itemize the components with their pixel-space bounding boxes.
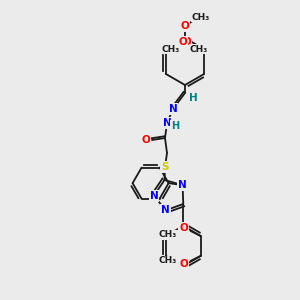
Text: O: O <box>178 37 187 47</box>
Text: CH₃: CH₃ <box>158 230 177 239</box>
Text: N: N <box>178 180 187 190</box>
Text: O: O <box>179 223 188 233</box>
Text: CH₃: CH₃ <box>158 256 177 266</box>
Text: N: N <box>161 206 170 215</box>
Text: O: O <box>183 37 191 47</box>
Text: CH₃: CH₃ <box>192 13 210 22</box>
Text: N: N <box>169 104 177 114</box>
Text: H: H <box>189 93 197 103</box>
Text: O: O <box>179 259 188 269</box>
Text: S: S <box>161 162 169 172</box>
Text: N: N <box>150 190 158 201</box>
Text: H: H <box>171 121 179 131</box>
Text: CH₃: CH₃ <box>190 44 208 53</box>
Text: O: O <box>181 21 189 31</box>
Text: O: O <box>142 135 150 145</box>
Text: N: N <box>163 118 171 128</box>
Text: CH₃: CH₃ <box>162 44 180 53</box>
